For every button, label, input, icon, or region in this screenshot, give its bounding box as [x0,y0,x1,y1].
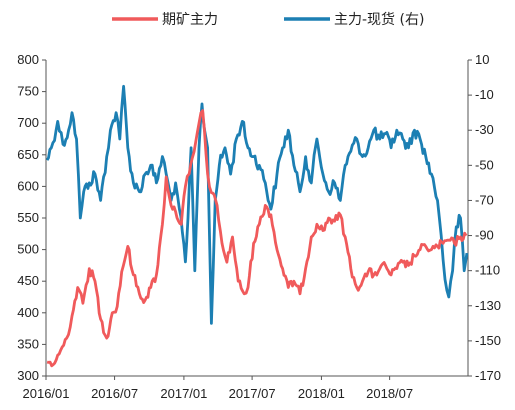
x-tick-label: 2017/07 [229,386,276,401]
series-line-iron-ore-main [46,109,468,368]
legend-label-basis-right: 主力-现货 (右) [334,11,424,28]
left-y-tick-label: 350 [17,336,39,351]
x-tick-label: 2017/01 [160,386,207,401]
left-y-tick-label: 650 [17,147,39,162]
right-y-tick-label: -50 [475,157,494,172]
x-tick-label: 2016/01 [23,386,70,401]
right-y-tick-label: -150 [475,333,501,348]
right-y-tick-label: -170 [475,368,501,383]
x-tick-label: 2018/07 [366,386,413,401]
right-y-tick-label: -130 [475,298,501,313]
legend-label-iron-ore-main: 期矿主力 [162,12,218,28]
legend: 期矿主力 主力-现货 (右) [112,11,424,28]
x-tick-label: 2016/07 [91,386,138,401]
left-y-tick-label: 700 [17,115,39,130]
right-y-tick-label: -90 [475,228,494,243]
axes: 300 350 400 450 500 550 600 650 700 750 800 10 -10 -3… [17,52,501,401]
left-y-tick-label: 800 [17,52,39,67]
right-y-tick-label: -30 [475,122,494,137]
right-y-tick-label: -70 [475,192,494,207]
series-line-basis-right [45,84,469,325]
left-y-tick-label: 450 [17,273,39,288]
right-y-tick-label: -10 [475,87,494,102]
series-layer [45,84,469,368]
left-y-tick-label: 500 [17,242,39,257]
left-y-tick-label: 750 [17,84,39,99]
left-y-tick-label: 400 [17,305,39,320]
x-tick-label: 2018/01 [298,386,345,401]
right-y-tick-label: -110 [475,263,500,278]
left-y-tick-label: 550 [17,210,39,225]
left-y-tick-label: 600 [17,178,39,193]
left-y-tick-label: 300 [17,368,39,383]
right-y-tick-label: 10 [475,52,489,67]
